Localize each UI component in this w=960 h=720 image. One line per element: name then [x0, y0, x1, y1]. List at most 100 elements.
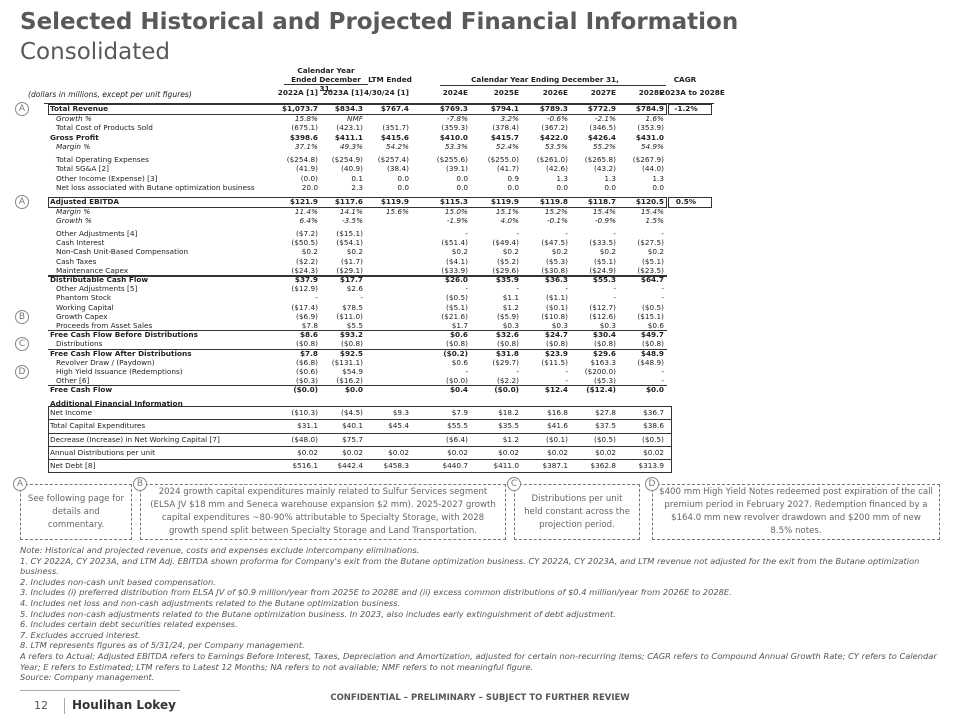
cell: $422.0 — [539, 132, 568, 142]
cell: ($11.5) — [541, 357, 568, 367]
rule — [48, 275, 667, 276]
cell: $0.3 — [502, 321, 519, 330]
cell: - — [613, 229, 616, 238]
cell: ($11.0) — [336, 311, 363, 321]
column-header: 2022A [1] — [277, 88, 318, 97]
group-header: CAGR — [673, 75, 697, 84]
cell: ($0.8) — [497, 339, 519, 349]
cell: $0.6 — [449, 330, 468, 340]
cell: ($2.2) — [497, 376, 519, 386]
cell: ($5.3) — [594, 376, 616, 386]
cell: $313.9 — [638, 461, 664, 471]
cell: $30.4 — [592, 330, 616, 340]
cell: $784.9 — [635, 104, 664, 113]
cell: $12.4 — [544, 385, 568, 395]
row-label: Maintenance Capex — [56, 265, 129, 275]
callout-marker: D — [645, 477, 659, 491]
cell: ($16.2) — [336, 376, 363, 386]
row-label: Additional Financial Information — [50, 399, 183, 408]
cell: (0.0) — [300, 173, 318, 183]
cell: ($10.3) — [291, 408, 318, 417]
cell: ($5.2) — [497, 256, 519, 266]
cell: 55.2% — [592, 142, 616, 151]
row-label: Net Debt [8] — [50, 461, 96, 471]
row-label: Phantom Stock — [56, 293, 112, 303]
marker: C — [15, 337, 29, 352]
cell: $5.5 — [346, 321, 363, 330]
cell: - — [360, 293, 363, 303]
cell: $38.6 — [643, 421, 664, 431]
note: 2. Includes non-cash unit based compensa… — [20, 576, 216, 587]
cell: $40.1 — [342, 421, 363, 431]
confidential: CONFIDENTIAL – PRELIMINARY – SUBJECT TO … — [330, 693, 630, 703]
cell: -0.1% — [546, 216, 568, 225]
cell: $0.02 — [388, 447, 409, 457]
cell: $117.6 — [334, 197, 363, 206]
cell: $0.02 — [342, 447, 363, 457]
cell: $1.2 — [502, 302, 519, 312]
cell: $26.0 — [444, 275, 468, 284]
cell: (351.7) — [382, 123, 409, 132]
cell: ($48.9) — [637, 357, 664, 367]
cell: (43.2) — [594, 164, 616, 174]
cell: $27.8 — [595, 408, 616, 417]
cell: ($54.1) — [336, 238, 363, 248]
row-label: Growth Capex — [56, 311, 108, 321]
cell: 4.0% — [500, 216, 519, 225]
group-header: Calendar Year Ended December 31, — [291, 66, 361, 93]
cell: $119.9 — [490, 197, 519, 206]
callout: 2024 growth capital expenditures mainly … — [140, 484, 506, 540]
cell: 6.4% — [299, 216, 318, 225]
cell: (675.1) — [291, 123, 318, 132]
cell: $0.3 — [599, 321, 616, 330]
cell: $516.1 — [292, 461, 318, 471]
cell: $2.6 — [346, 284, 363, 294]
cell: ($7.2) — [296, 229, 318, 238]
cell: $0.2 — [551, 247, 568, 257]
cell: $767.4 — [380, 104, 409, 113]
cell: $0.02 — [643, 447, 664, 457]
cell: ($30.8) — [541, 265, 568, 275]
brand: Houlihan Lokey — [72, 698, 176, 712]
cell: ($254.9) — [331, 155, 363, 164]
row-label: Distributable Cash Flow — [50, 275, 149, 284]
cell: 1.5% — [645, 216, 664, 225]
cell: $411.0 — [493, 461, 519, 471]
cell: $0.2 — [647, 247, 664, 257]
note: 1. CY 2022A, CY 2023A, and LTM Adj. EBIT… — [20, 555, 920, 577]
cell: $398.6 — [289, 132, 318, 142]
cell: ($24.9) — [589, 265, 616, 275]
cell: ($0.5) — [642, 302, 664, 312]
cell: ($0.8) — [594, 339, 616, 349]
row-label: Proceeds from Asset Sales — [56, 321, 153, 330]
cell: $48.9 — [640, 348, 664, 358]
cell: ($6.4) — [446, 434, 468, 444]
cell: ($33.9) — [441, 265, 468, 275]
cell: - — [565, 376, 568, 386]
cell: 15.8% — [294, 113, 318, 123]
group-header: Calendar Year Ending December 31, — [471, 75, 619, 84]
cell: $32.6 — [495, 330, 519, 340]
cell: ($51.4) — [441, 238, 468, 248]
cell: 14.1% — [339, 206, 363, 216]
row-label: Decrease (Increase) in Net Working Capit… — [50, 434, 220, 444]
cell: ($0.0) — [494, 385, 519, 395]
cell: $24.7 — [544, 330, 568, 340]
cell: $426.4 — [587, 132, 616, 142]
cell: 15.6% — [385, 206, 409, 216]
cell: (378.4) — [492, 123, 519, 132]
cell: ($261.0) — [536, 155, 568, 164]
cell: $37.9 — [294, 275, 318, 284]
cell: $115.3 — [439, 197, 468, 206]
cell: - — [565, 229, 568, 238]
cell: ($200.0) — [584, 367, 616, 376]
cell: ($1.1) — [546, 293, 568, 303]
cell: -7.8% — [446, 113, 468, 123]
column-header: 2028E — [638, 88, 664, 97]
cell: $31.1 — [297, 421, 318, 431]
cell: ($5.1) — [642, 256, 664, 266]
cell: $7.8 — [301, 321, 318, 330]
cell: 15.0% — [444, 206, 468, 216]
cell: 0.5% — [675, 197, 697, 206]
